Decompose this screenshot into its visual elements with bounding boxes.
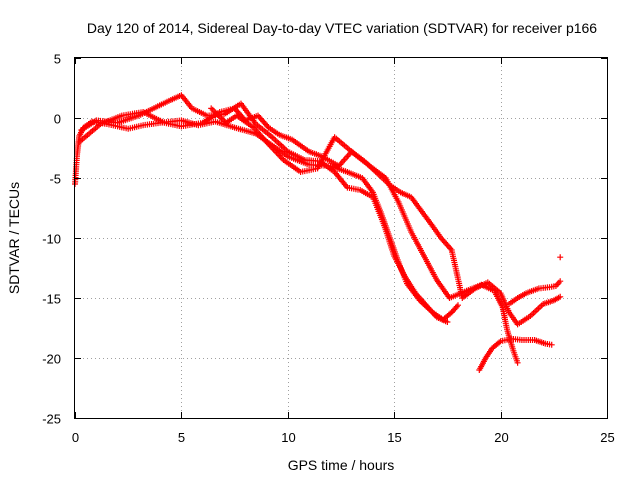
data-point-marker [455, 302, 461, 309]
x-tick-label: 25 [600, 430, 614, 445]
plot-frame [74, 57, 608, 419]
y-tick-label: 0 [54, 112, 61, 127]
y-tick-labels: 5 0 -5 -10 -15 -20 -25 [42, 52, 61, 427]
y-tick-label: 5 [54, 52, 61, 67]
series-trace-2 [78, 92, 451, 325]
axis-ticks [75, 58, 608, 419]
x-axis-label: GPS time / hours [288, 457, 395, 473]
data-point-marker [444, 319, 451, 325]
x-tick-label: 5 [178, 430, 185, 445]
data-point-marker [557, 278, 564, 285]
grid-lines [75, 58, 607, 418]
series-trace-4 [208, 105, 521, 366]
series-outlier [557, 254, 564, 261]
data-point-marker [548, 341, 555, 348]
x-tick-label: 15 [387, 430, 401, 445]
series-trace-5 [476, 335, 555, 373]
y-tick-label: -5 [49, 172, 61, 187]
chart-title: Day 120 of 2014, Sidereal Day-to-day VTE… [87, 20, 597, 36]
series-trace-6 [506, 278, 564, 307]
y-tick-label: -15 [42, 292, 61, 307]
data-point-marker [557, 293, 564, 300]
x-tick-label: 0 [72, 430, 79, 445]
y-tick-label: -25 [42, 412, 61, 427]
y-tick-label: -10 [42, 232, 61, 247]
x-tick-labels: 0 5 10 15 20 25 [72, 430, 615, 445]
data-point-marker [514, 359, 521, 366]
x-tick-label: 10 [281, 430, 295, 445]
data-point-marker [557, 254, 564, 261]
y-tick-label: -20 [42, 352, 61, 367]
x-tick-label: 20 [494, 430, 508, 445]
y-axis-label: SDTVAR / TECUs [6, 182, 22, 294]
data-points [72, 92, 564, 373]
